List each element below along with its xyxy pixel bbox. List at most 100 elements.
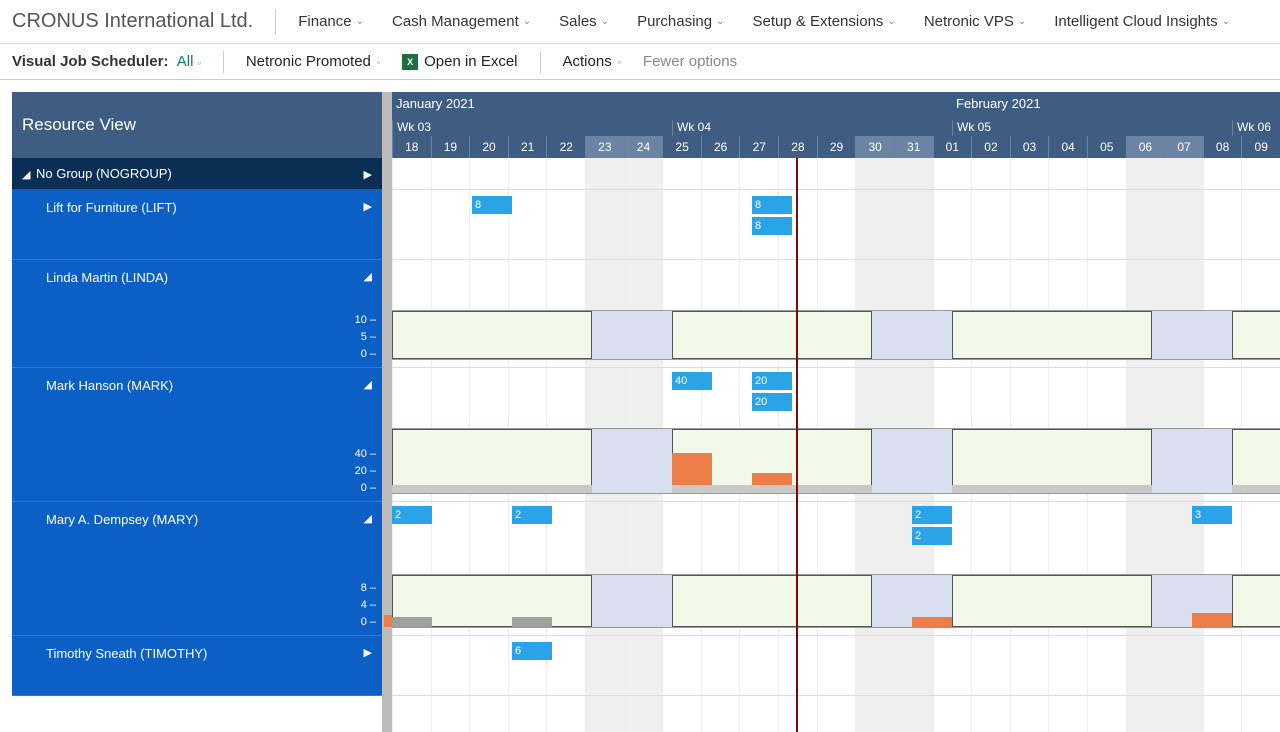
capacity-box bbox=[392, 429, 592, 493]
day-header[interactable]: 07 bbox=[1164, 136, 1203, 158]
chevron-down-icon: ⌄ bbox=[523, 16, 531, 27]
filter-all[interactable]: All ▫ bbox=[177, 53, 201, 70]
resource-row[interactable]: Timothy Sneath (TIMOTHY)▶ bbox=[12, 636, 382, 696]
chevron-down-icon: ⌄ bbox=[716, 16, 724, 27]
open-in-excel-button[interactable]: XOpen in Excel bbox=[402, 53, 517, 70]
task-bar[interactable]: 3 bbox=[1192, 506, 1232, 524]
capacity-box bbox=[1232, 311, 1280, 359]
capacity-box bbox=[672, 575, 872, 627]
chevron-down-icon: ⌄ bbox=[601, 16, 609, 27]
nav-cash-management[interactable]: Cash Management⌄ bbox=[392, 13, 531, 30]
chevron-down-icon: ⌄ bbox=[887, 16, 895, 27]
capacity-area bbox=[392, 310, 1280, 360]
timeline-row: 8 8 8 bbox=[392, 190, 1280, 260]
resource-row[interactable]: Lift for Furniture (LIFT)▶ bbox=[12, 190, 382, 260]
nav-sales[interactable]: Sales⌄ bbox=[559, 13, 609, 30]
expand-icon: ▶ bbox=[364, 200, 372, 213]
task-bar[interactable]: 2 bbox=[912, 527, 952, 545]
day-header[interactable]: 29 bbox=[817, 136, 856, 158]
chevron-down-icon: ⌄ bbox=[356, 16, 364, 27]
capacity-box bbox=[1232, 429, 1280, 493]
fewer-options-button[interactable]: Fewer options bbox=[643, 53, 737, 70]
scheduler-label: Visual Job Scheduler: All ▫ bbox=[12, 53, 201, 70]
expand-icon: ▶ bbox=[364, 168, 372, 181]
timeline-row: 40 20 20 bbox=[392, 368, 1280, 502]
timeline-row bbox=[392, 260, 1280, 368]
resource-name: Mark Hanson (MARK) bbox=[46, 378, 173, 393]
task-bar[interactable]: 2 bbox=[392, 506, 432, 524]
timeline-row: 6 bbox=[392, 636, 1280, 696]
task-bar[interactable]: 8 bbox=[472, 196, 512, 214]
action-bar: Visual Job Scheduler: All ▫ Netronic Pro… bbox=[0, 44, 1280, 80]
separator bbox=[540, 51, 541, 73]
week-label: Wk 05 bbox=[952, 120, 991, 136]
day-header[interactable]: 25 bbox=[662, 136, 701, 158]
day-header[interactable]: 09 bbox=[1241, 136, 1280, 158]
day-header[interactable]: 18 bbox=[392, 136, 431, 158]
day-header[interactable]: 27 bbox=[739, 136, 778, 158]
month-label: January 2021 bbox=[396, 96, 475, 111]
top-nav: CRONUS International Ltd. Finance⌄ Cash M… bbox=[0, 0, 1280, 44]
y-axis-labels: 40 –20 –0 – bbox=[355, 446, 376, 497]
resource-name: Mary A. Dempsey (MARY) bbox=[46, 512, 198, 527]
day-header[interactable]: 21 bbox=[508, 136, 547, 158]
day-header[interactable]: 19 bbox=[431, 136, 470, 158]
day-header[interactable]: 08 bbox=[1203, 136, 1242, 158]
task-bar[interactable]: 40 bbox=[672, 372, 712, 390]
day-header[interactable]: 23 bbox=[585, 136, 624, 158]
resource-row[interactable]: Mary A. Dempsey (MARY)◢8 –4 –0 – bbox=[12, 502, 382, 636]
nav-netronic-vps[interactable]: Netronic VPS⌄ bbox=[924, 13, 1026, 30]
resource-group[interactable]: ◢ No Group (NOGROUP) ▶ bbox=[12, 158, 382, 190]
day-header[interactable]: 30 bbox=[855, 136, 894, 158]
resource-panel: Resource View ◢ No Group (NOGROUP) ▶ Lif… bbox=[12, 92, 382, 732]
capacity-box bbox=[952, 429, 1152, 493]
resource-row[interactable]: Mark Hanson (MARK) ◢ 40 –20 –0 – bbox=[12, 368, 382, 502]
day-header[interactable]: 26 bbox=[701, 136, 740, 158]
capacity-box bbox=[672, 311, 872, 359]
task-bar[interactable]: 20 bbox=[752, 393, 792, 411]
capacity-box bbox=[952, 575, 1152, 627]
day-header[interactable]: 02 bbox=[971, 136, 1010, 158]
actions-menu[interactable]: Actions ▫ bbox=[563, 53, 621, 70]
task-bar[interactable]: 2 bbox=[912, 506, 952, 524]
day-header[interactable]: 06 bbox=[1126, 136, 1165, 158]
capacity-area bbox=[392, 428, 1280, 494]
timeline-body[interactable]: 8 8 8 40 20 20 2 2 2 2 3 6 bbox=[392, 158, 1280, 732]
day-header[interactable]: 28 bbox=[778, 136, 817, 158]
netronic-promoted-menu[interactable]: Netronic Promoted ▫ bbox=[246, 53, 380, 70]
company-name: CRONUS International Ltd. bbox=[12, 10, 253, 33]
nav-purchasing[interactable]: Purchasing⌄ bbox=[637, 13, 724, 30]
day-header[interactable]: 31 bbox=[894, 136, 933, 158]
task-bar[interactable]: 8 bbox=[752, 196, 792, 214]
task-bar[interactable]: 8 bbox=[752, 217, 792, 235]
resource-name: Timothy Sneath (TIMOTHY) bbox=[46, 646, 207, 661]
nav-intelligent-cloud-insights[interactable]: Intelligent Cloud Insights⌄ bbox=[1054, 13, 1230, 30]
capacity-box bbox=[952, 311, 1152, 359]
load-bar bbox=[392, 617, 432, 627]
day-header[interactable]: 03 bbox=[1010, 136, 1049, 158]
day-header[interactable]: 24 bbox=[624, 136, 663, 158]
resource-view-title: Resource View bbox=[12, 92, 382, 158]
excel-icon: X bbox=[402, 54, 418, 70]
separator bbox=[275, 9, 276, 35]
task-bar[interactable]: 6 bbox=[512, 642, 552, 660]
timeline-row bbox=[392, 158, 1280, 190]
splitter[interactable] bbox=[382, 92, 392, 732]
task-bar[interactable]: 2 bbox=[512, 506, 552, 524]
nav-setup-extensions[interactable]: Setup & Extensions⌄ bbox=[753, 13, 896, 30]
resource-name: Linda Martin (LINDA) bbox=[46, 270, 168, 285]
task-bar[interactable]: 20 bbox=[752, 372, 792, 390]
day-header[interactable]: 04 bbox=[1048, 136, 1087, 158]
week-label: Wk 04 bbox=[672, 120, 711, 136]
nav-finance[interactable]: Finance⌄ bbox=[298, 13, 364, 30]
collapse-icon: ◢ bbox=[364, 378, 372, 391]
day-header[interactable]: 05 bbox=[1087, 136, 1126, 158]
resource-row[interactable]: Linda Martin (LINDA)◢10 –5 –0 – bbox=[12, 260, 382, 368]
capacity-box bbox=[1232, 575, 1280, 627]
collapse-icon: ◢ bbox=[22, 168, 30, 181]
capacity-box bbox=[392, 311, 592, 359]
day-header[interactable]: 20 bbox=[469, 136, 508, 158]
month-label: February 2021 bbox=[956, 96, 1041, 111]
day-header[interactable]: 01 bbox=[933, 136, 972, 158]
day-header[interactable]: 22 bbox=[546, 136, 585, 158]
